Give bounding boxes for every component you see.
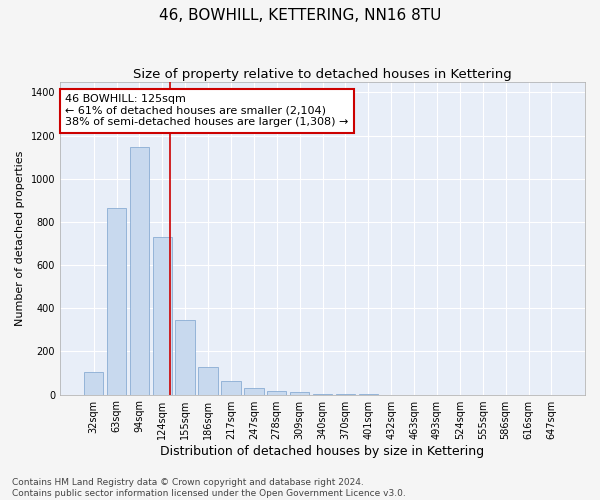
Bar — [199, 366, 218, 394]
Bar — [84, 372, 103, 394]
Bar — [244, 388, 263, 394]
Title: Size of property relative to detached houses in Kettering: Size of property relative to detached ho… — [133, 68, 512, 80]
Bar — [175, 320, 195, 394]
Y-axis label: Number of detached properties: Number of detached properties — [15, 150, 25, 326]
Bar — [290, 392, 310, 394]
Bar — [221, 381, 241, 394]
Text: 46 BOWHILL: 125sqm
← 61% of detached houses are smaller (2,104)
38% of semi-deta: 46 BOWHILL: 125sqm ← 61% of detached hou… — [65, 94, 349, 128]
Bar — [107, 208, 126, 394]
Bar — [152, 237, 172, 394]
Bar — [267, 390, 286, 394]
Text: 46, BOWHILL, KETTERING, NN16 8TU: 46, BOWHILL, KETTERING, NN16 8TU — [159, 8, 441, 22]
Bar — [130, 148, 149, 394]
X-axis label: Distribution of detached houses by size in Kettering: Distribution of detached houses by size … — [160, 444, 485, 458]
Text: Contains HM Land Registry data © Crown copyright and database right 2024.
Contai: Contains HM Land Registry data © Crown c… — [12, 478, 406, 498]
